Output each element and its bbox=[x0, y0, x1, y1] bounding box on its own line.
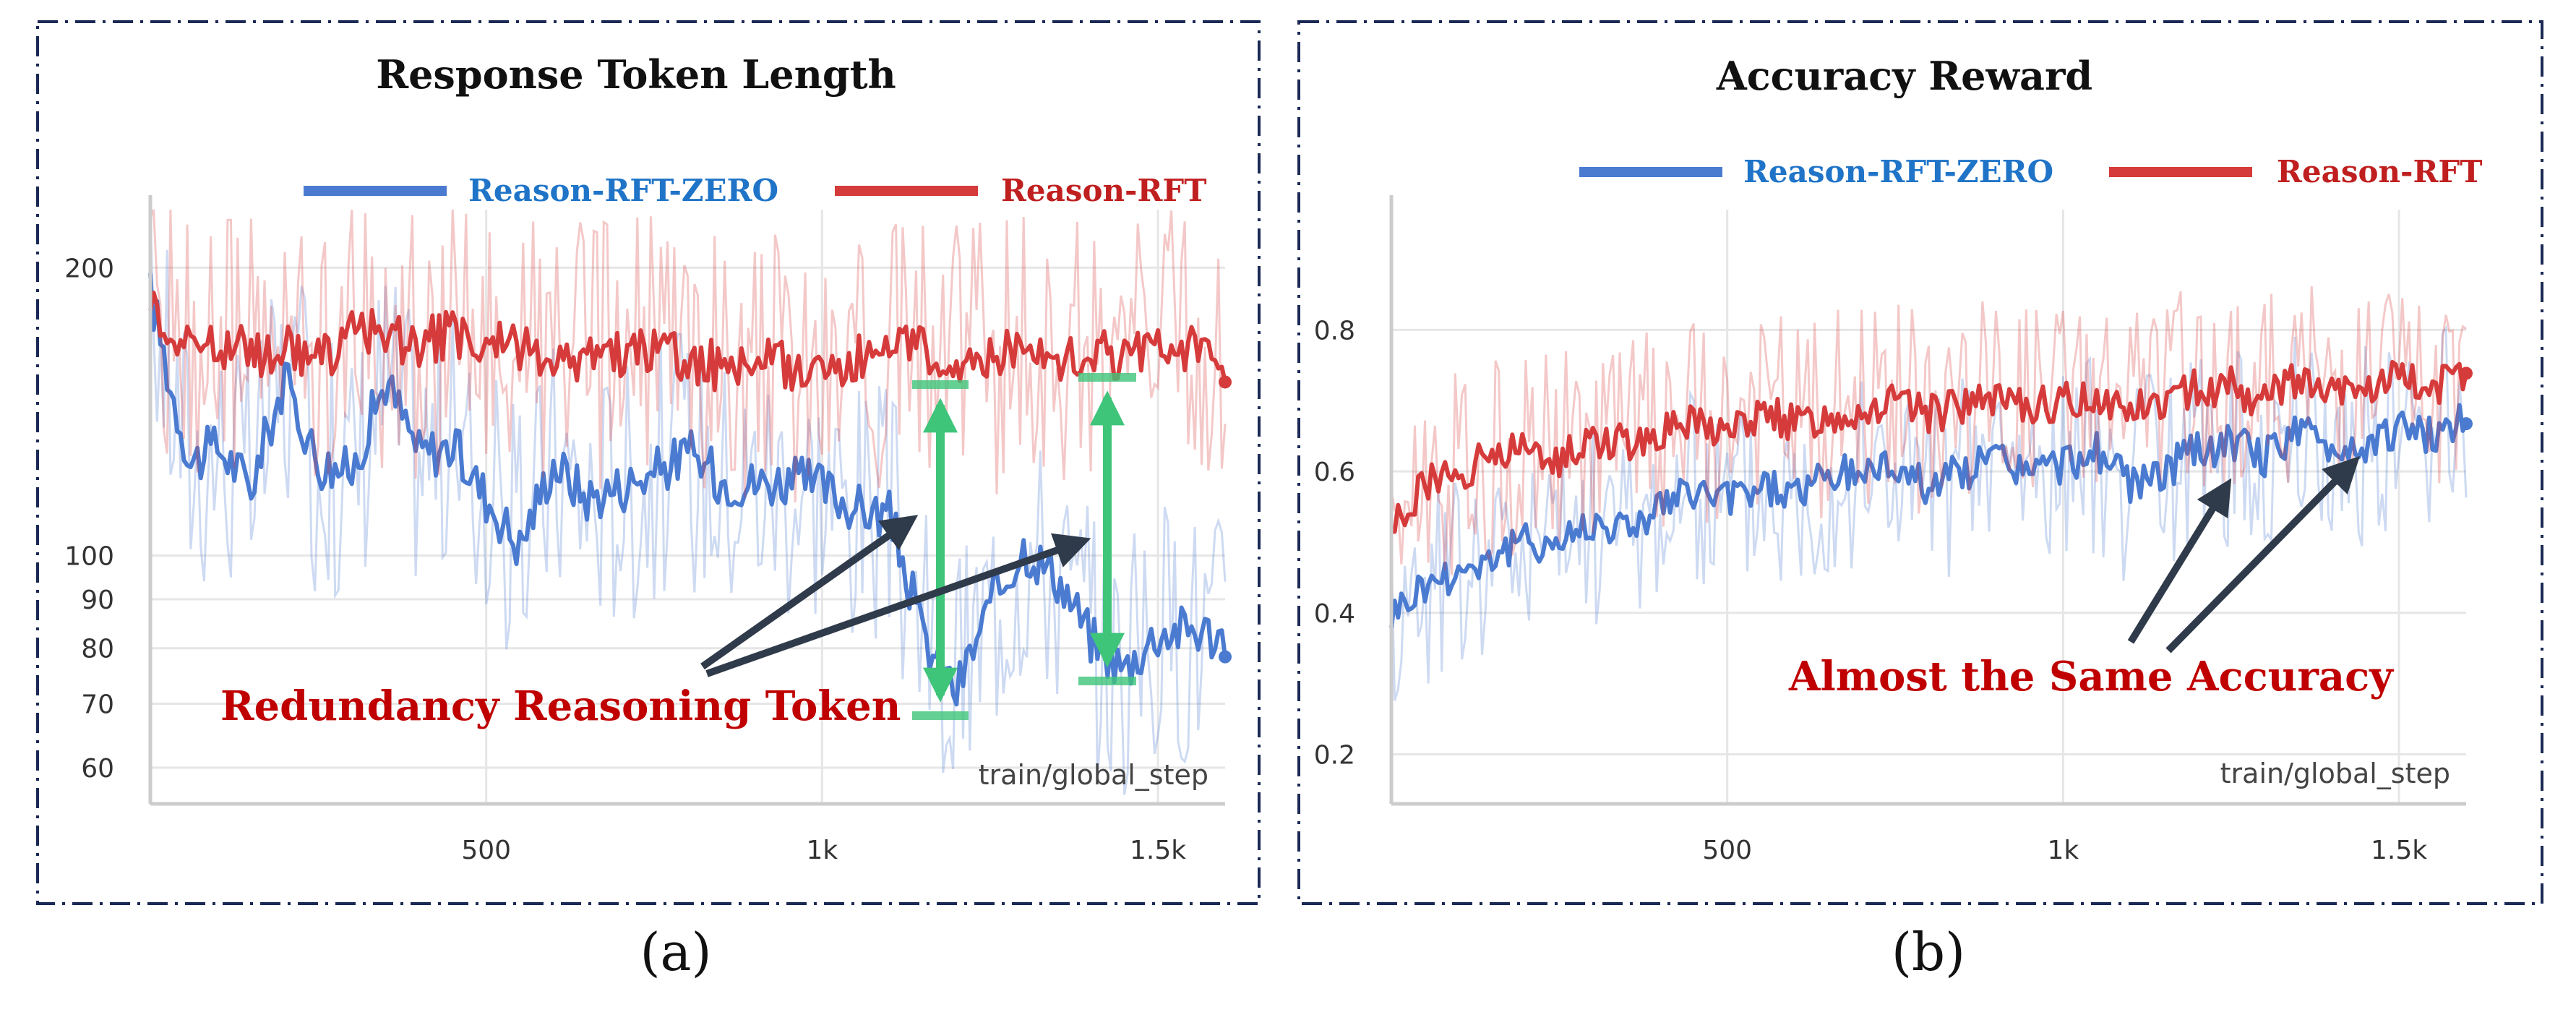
chart-a-xlabel: train/global_step bbox=[979, 759, 1208, 791]
series-end-point bbox=[1219, 650, 1232, 664]
x-tick-label: 1.5k bbox=[1130, 836, 1186, 865]
series-raw-rft bbox=[149, 209, 1227, 503]
panel-a: Response Token Length Reason-RFT-ZERO Re… bbox=[36, 20, 1261, 982]
panel-a-frame bbox=[36, 20, 1261, 905]
y-tick-label: 100 bbox=[64, 542, 114, 572]
chart-a-gap-brackets bbox=[912, 373, 1136, 720]
series-end-point bbox=[1219, 375, 1232, 389]
legend-b-zero-label: Reason-RFT-ZERO bbox=[1743, 154, 2053, 189]
series-line-zero bbox=[148, 273, 1227, 707]
y-tick-label: 70 bbox=[81, 690, 114, 719]
series-end-point bbox=[2460, 417, 2473, 431]
y-tick-label: 60 bbox=[81, 754, 114, 784]
x-tick-label: 1k bbox=[2047, 836, 2079, 865]
panel-b: Accuracy Reward Reason-RFT-ZERO Reason-R… bbox=[1297, 20, 2543, 982]
chart-b-xlabel: train/global_step bbox=[2220, 758, 2450, 789]
chart-b-title: Accuracy Reward bbox=[1716, 53, 2092, 99]
y-tick-label: 200 bbox=[64, 254, 114, 283]
x-tick-label: 1k bbox=[806, 836, 838, 865]
chart-a-legend: Reason-RFT-ZERO Reason-RFT bbox=[304, 173, 1206, 208]
chart-b-axes: 0.2 0.4 0.6 0.8 500 1k 1.5k bbox=[1314, 195, 2466, 865]
legend-b-rft-label: Reason-RFT bbox=[2277, 154, 2482, 189]
chart-a-title: Response Token Length bbox=[376, 51, 896, 98]
chart-b-grid bbox=[1391, 210, 2466, 804]
series-line-zero bbox=[1389, 403, 2468, 628]
legend-a-rft-label: Reason-RFT bbox=[1001, 173, 1206, 208]
series-raw-zero bbox=[1390, 325, 2468, 701]
x-tick-label: 1.5k bbox=[2371, 836, 2427, 865]
series-raw-zero bbox=[149, 209, 1227, 795]
series-line-rft bbox=[1391, 360, 2468, 534]
annotation-b-arrow-1 bbox=[2127, 478, 2232, 644]
y-tick-label: 90 bbox=[81, 586, 114, 615]
panel-b-frame bbox=[1297, 20, 2543, 905]
y-tick-label: 0.6 bbox=[1314, 458, 1355, 487]
chart-a-axes: 60 70 80 90 100 200 500 1k 1.5k bbox=[64, 195, 1225, 865]
annotation-a-arrow-1 bbox=[700, 515, 919, 670]
x-tick-label: 500 bbox=[461, 836, 511, 865]
chart-a-series bbox=[148, 209, 1232, 795]
series-end-point bbox=[2460, 367, 2473, 380]
annotation-a-arrow-2 bbox=[705, 533, 1091, 677]
x-tick-label: 500 bbox=[1702, 836, 1752, 865]
y-tick-label: 0.2 bbox=[1314, 741, 1355, 771]
chart-b-series bbox=[1389, 286, 2473, 701]
panel-a-caption: (a) bbox=[640, 922, 711, 982]
annotation-b-arrow-2 bbox=[2165, 455, 2361, 653]
annotation-a-text: Redundancy Reasoning Token bbox=[220, 682, 901, 730]
y-tick-label: 0.8 bbox=[1314, 316, 1355, 346]
chart-b-legend: Reason-RFT-ZERO Reason-RFT bbox=[1579, 154, 2482, 189]
annotation-b-text: Almost the Same Accuracy bbox=[1788, 653, 2394, 700]
y-tick-label: 80 bbox=[81, 635, 114, 664]
series-line-rft bbox=[148, 291, 1227, 393]
legend-a-zero-label: Reason-RFT-ZERO bbox=[468, 173, 778, 208]
y-tick-label: 0.4 bbox=[1314, 599, 1355, 629]
panel-b-caption: (b) bbox=[1892, 922, 1965, 982]
